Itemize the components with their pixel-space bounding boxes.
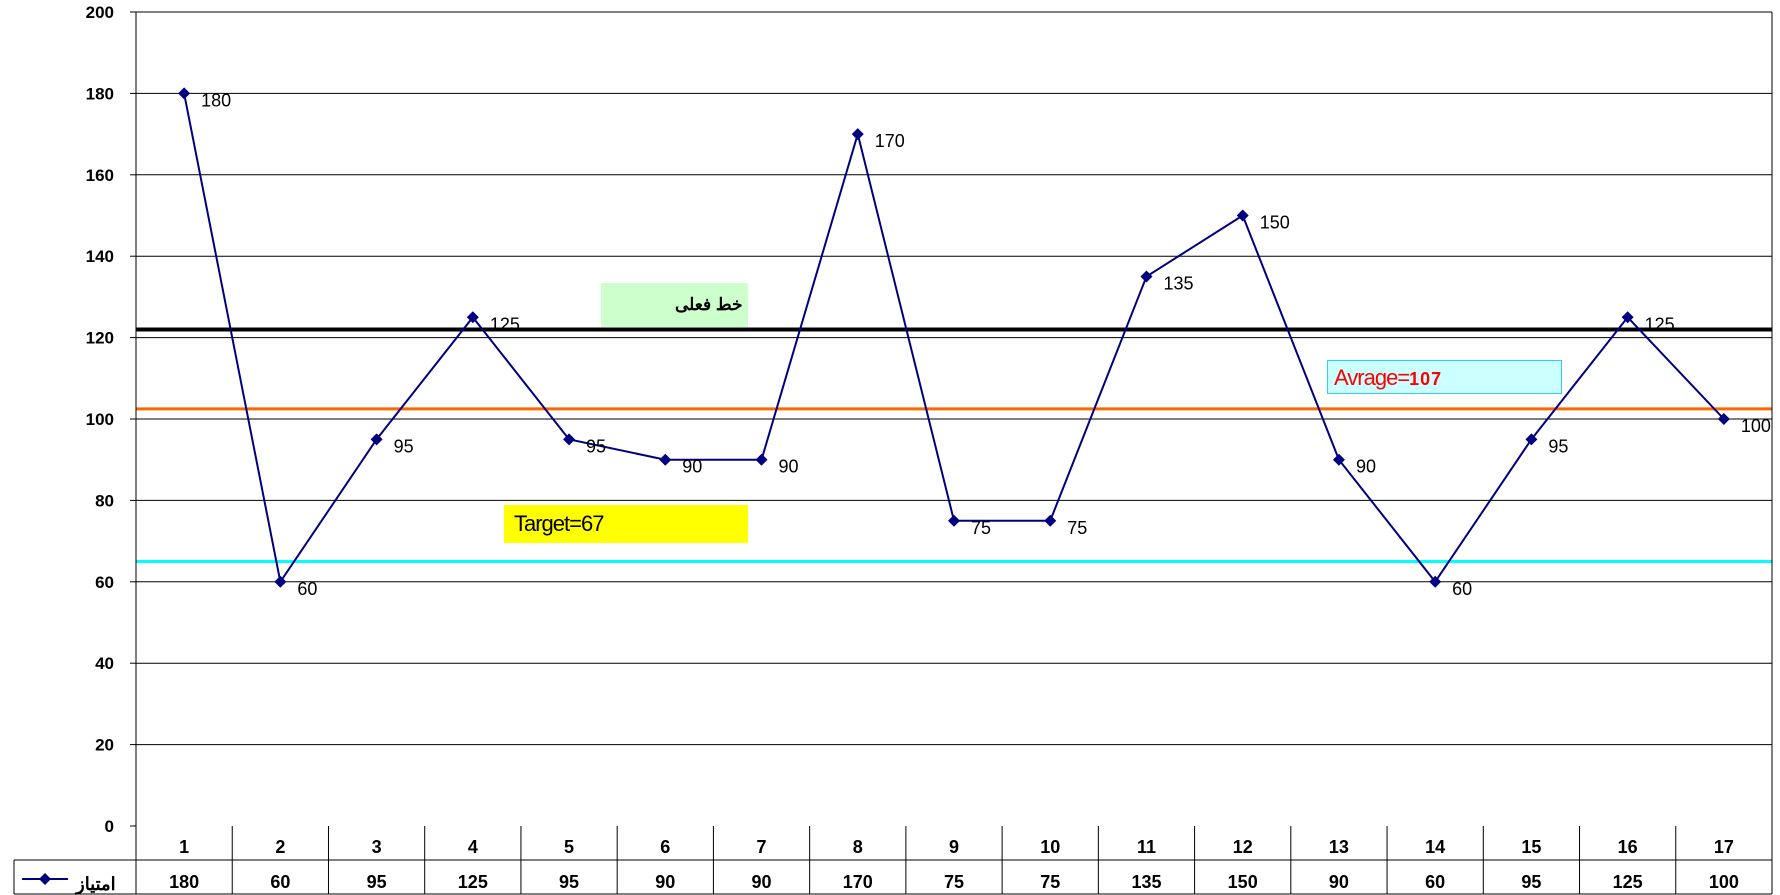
legend-label: امتیاز	[74, 874, 116, 895]
table-cell: 95	[559, 872, 579, 892]
data-labels: 180 60 95 125 95 90 90 170 75 75 135 150 90 60 95 125 10…	[201, 90, 1771, 598]
x-tick-label: 13	[1329, 837, 1349, 857]
x-tick-label: 8	[853, 837, 863, 857]
y-tick-label: 120	[86, 329, 114, 348]
table-cell: 90	[1329, 872, 1349, 892]
table-cell: 125	[458, 872, 488, 892]
y-tick-label: 80	[95, 491, 114, 510]
data-point	[274, 575, 287, 588]
table-cell: 75	[1040, 872, 1060, 892]
table-cell: 180	[169, 872, 199, 892]
data-point	[370, 433, 383, 446]
data-point	[466, 311, 479, 324]
x-tick-label: 11	[1137, 837, 1156, 857]
data-point	[1717, 413, 1730, 425]
data-label: 95	[586, 436, 606, 456]
table-cell: 95	[367, 872, 387, 892]
x-tick-label: 10	[1040, 837, 1060, 857]
data-label: 60	[1452, 579, 1472, 599]
target-label: Target=67	[504, 505, 748, 543]
data-point	[1236, 209, 1249, 222]
data-point	[948, 514, 960, 527]
y-tick-label: 0	[105, 817, 114, 836]
x-tick-label: 14	[1425, 837, 1445, 857]
x-tick-label: 12	[1233, 837, 1253, 857]
x-tick-label: 15	[1521, 837, 1541, 857]
table-cell: 60	[270, 872, 290, 892]
data-point	[178, 87, 191, 100]
data-label: 75	[971, 518, 991, 538]
y-tick-label: 180	[86, 84, 114, 103]
data-label: 135	[1163, 274, 1193, 294]
data-label: 125	[490, 314, 520, 334]
table-cell: 90	[752, 872, 772, 892]
table-cell: 100	[1709, 872, 1739, 892]
x-tick-label: 6	[660, 837, 670, 857]
data-point	[1332, 453, 1345, 466]
data-label: 150	[1260, 213, 1290, 233]
data-point	[1621, 311, 1634, 324]
x-tick-label: 2	[275, 837, 285, 857]
axes: 0 20 40 60 80 100 120 140 160 180 200	[86, 3, 1773, 836]
data-point	[851, 128, 864, 141]
table-cell: 170	[843, 872, 873, 892]
data-point	[1525, 433, 1538, 446]
table-cell: 60	[1425, 872, 1445, 892]
data-label: 75	[1067, 518, 1087, 538]
data-point	[563, 433, 576, 446]
table-cell: 75	[944, 872, 964, 892]
y-tick-label: 40	[95, 654, 114, 673]
x-tick-label: 4	[468, 837, 478, 857]
data-label: 90	[682, 457, 702, 477]
data-point	[1429, 575, 1442, 588]
y-tick-label: 140	[86, 247, 114, 266]
data-label: 95	[1548, 436, 1568, 456]
table-cell: 95	[1521, 872, 1541, 892]
data-label: 170	[875, 131, 905, 151]
legend-marker	[39, 873, 51, 885]
data-label: 60	[297, 579, 317, 599]
data-point	[1140, 270, 1153, 283]
data-point	[755, 453, 768, 466]
y-tick-label: 160	[86, 166, 114, 185]
data-label: 100	[1741, 416, 1771, 436]
data-point	[659, 453, 672, 466]
reference-lines	[136, 327, 1772, 563]
data-label: 90	[779, 457, 799, 477]
y-tick-label: 200	[86, 3, 114, 22]
x-tick-label: 7	[757, 837, 767, 857]
x-tick-label: 16	[1618, 837, 1638, 857]
series-line	[178, 87, 1730, 588]
table-cell: 90	[655, 872, 675, 892]
table-cell: 135	[1131, 872, 1161, 892]
table-cell: 150	[1228, 872, 1258, 892]
x-tick-label: 1	[179, 837, 189, 857]
x-tick-label: 9	[949, 837, 959, 857]
data-point	[1044, 514, 1057, 527]
x-tick-label: 17	[1714, 837, 1734, 857]
y-tick-label: 60	[95, 573, 114, 592]
table-cell: 125	[1613, 872, 1643, 892]
y-tick-label: 20	[95, 736, 114, 755]
data-label: 90	[1356, 457, 1376, 477]
average-label: Avrage=107	[1327, 360, 1562, 394]
x-tick-label: 3	[372, 837, 382, 857]
data-label: 95	[394, 436, 414, 456]
y-tick-label: 100	[86, 410, 114, 429]
x-tick-label: 5	[564, 837, 574, 857]
current-line-label: خط فعلی	[601, 283, 748, 327]
data-label: 180	[201, 90, 231, 110]
data-label: 125	[1645, 314, 1675, 334]
